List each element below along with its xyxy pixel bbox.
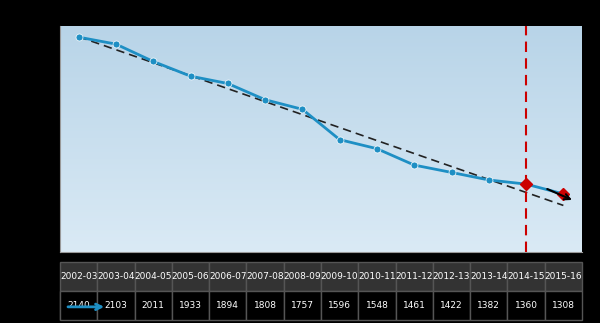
- Title: Student Enrollment History: Student Enrollment History: [182, 4, 460, 22]
- Y-axis label: Student FTE: Student FTE: [8, 108, 18, 170]
